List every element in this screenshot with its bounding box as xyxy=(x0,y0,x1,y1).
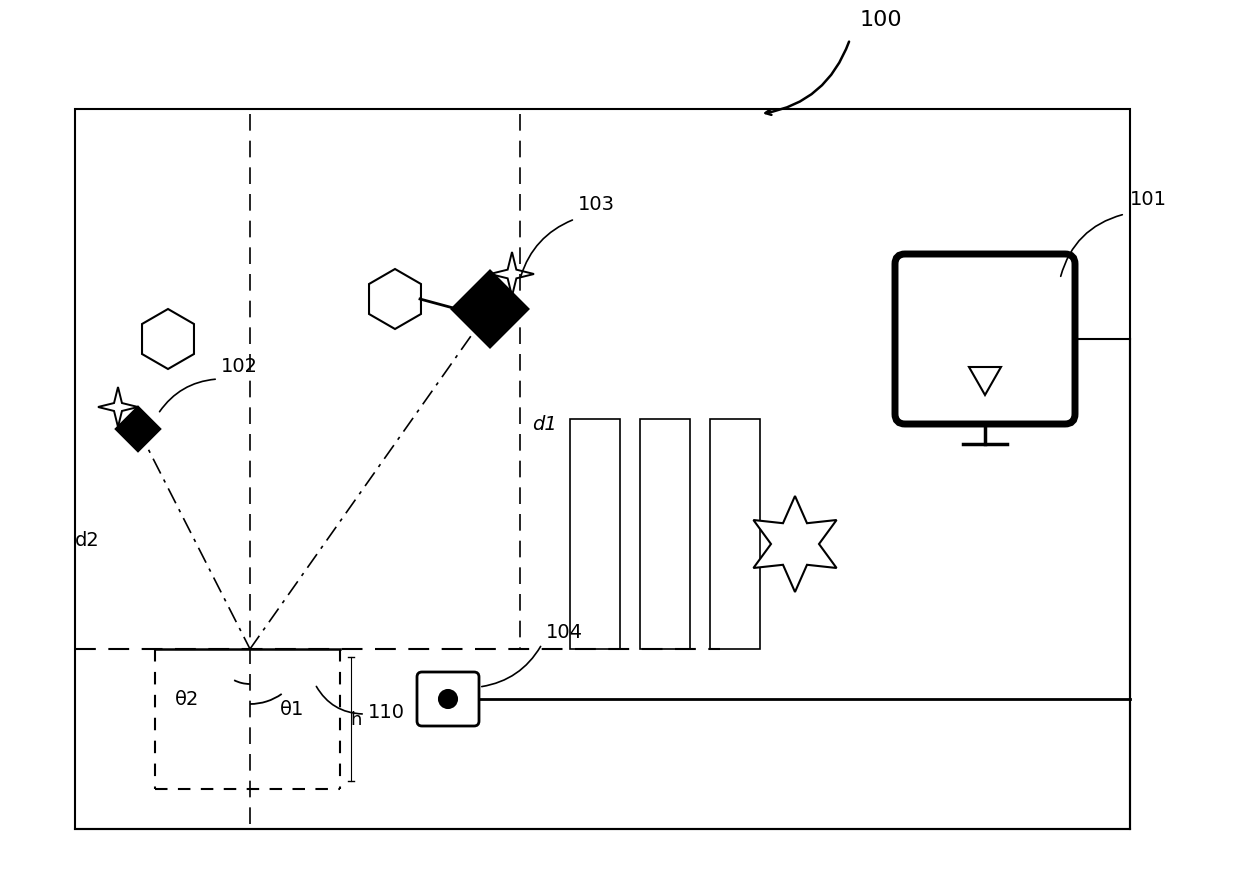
Text: 103: 103 xyxy=(578,195,615,213)
Text: θ1: θ1 xyxy=(280,699,304,718)
Bar xyxy=(640,420,689,649)
Polygon shape xyxy=(453,271,528,348)
Polygon shape xyxy=(370,270,422,329)
Text: 102: 102 xyxy=(221,356,258,376)
Text: 100: 100 xyxy=(861,10,903,30)
Bar xyxy=(74,110,1130,829)
Text: h: h xyxy=(350,710,361,728)
Polygon shape xyxy=(117,407,160,451)
Polygon shape xyxy=(754,496,837,593)
Text: θ2: θ2 xyxy=(175,689,200,709)
Text: 104: 104 xyxy=(546,623,583,641)
Bar xyxy=(711,420,760,649)
Polygon shape xyxy=(968,368,1001,396)
Bar xyxy=(570,420,620,649)
Circle shape xyxy=(439,690,458,709)
Text: d1: d1 xyxy=(532,414,557,434)
FancyBboxPatch shape xyxy=(895,255,1075,425)
FancyBboxPatch shape xyxy=(417,673,479,726)
Text: 110: 110 xyxy=(368,702,405,721)
Polygon shape xyxy=(143,310,193,370)
Text: 101: 101 xyxy=(1130,190,1167,209)
Text: d2: d2 xyxy=(74,530,99,549)
